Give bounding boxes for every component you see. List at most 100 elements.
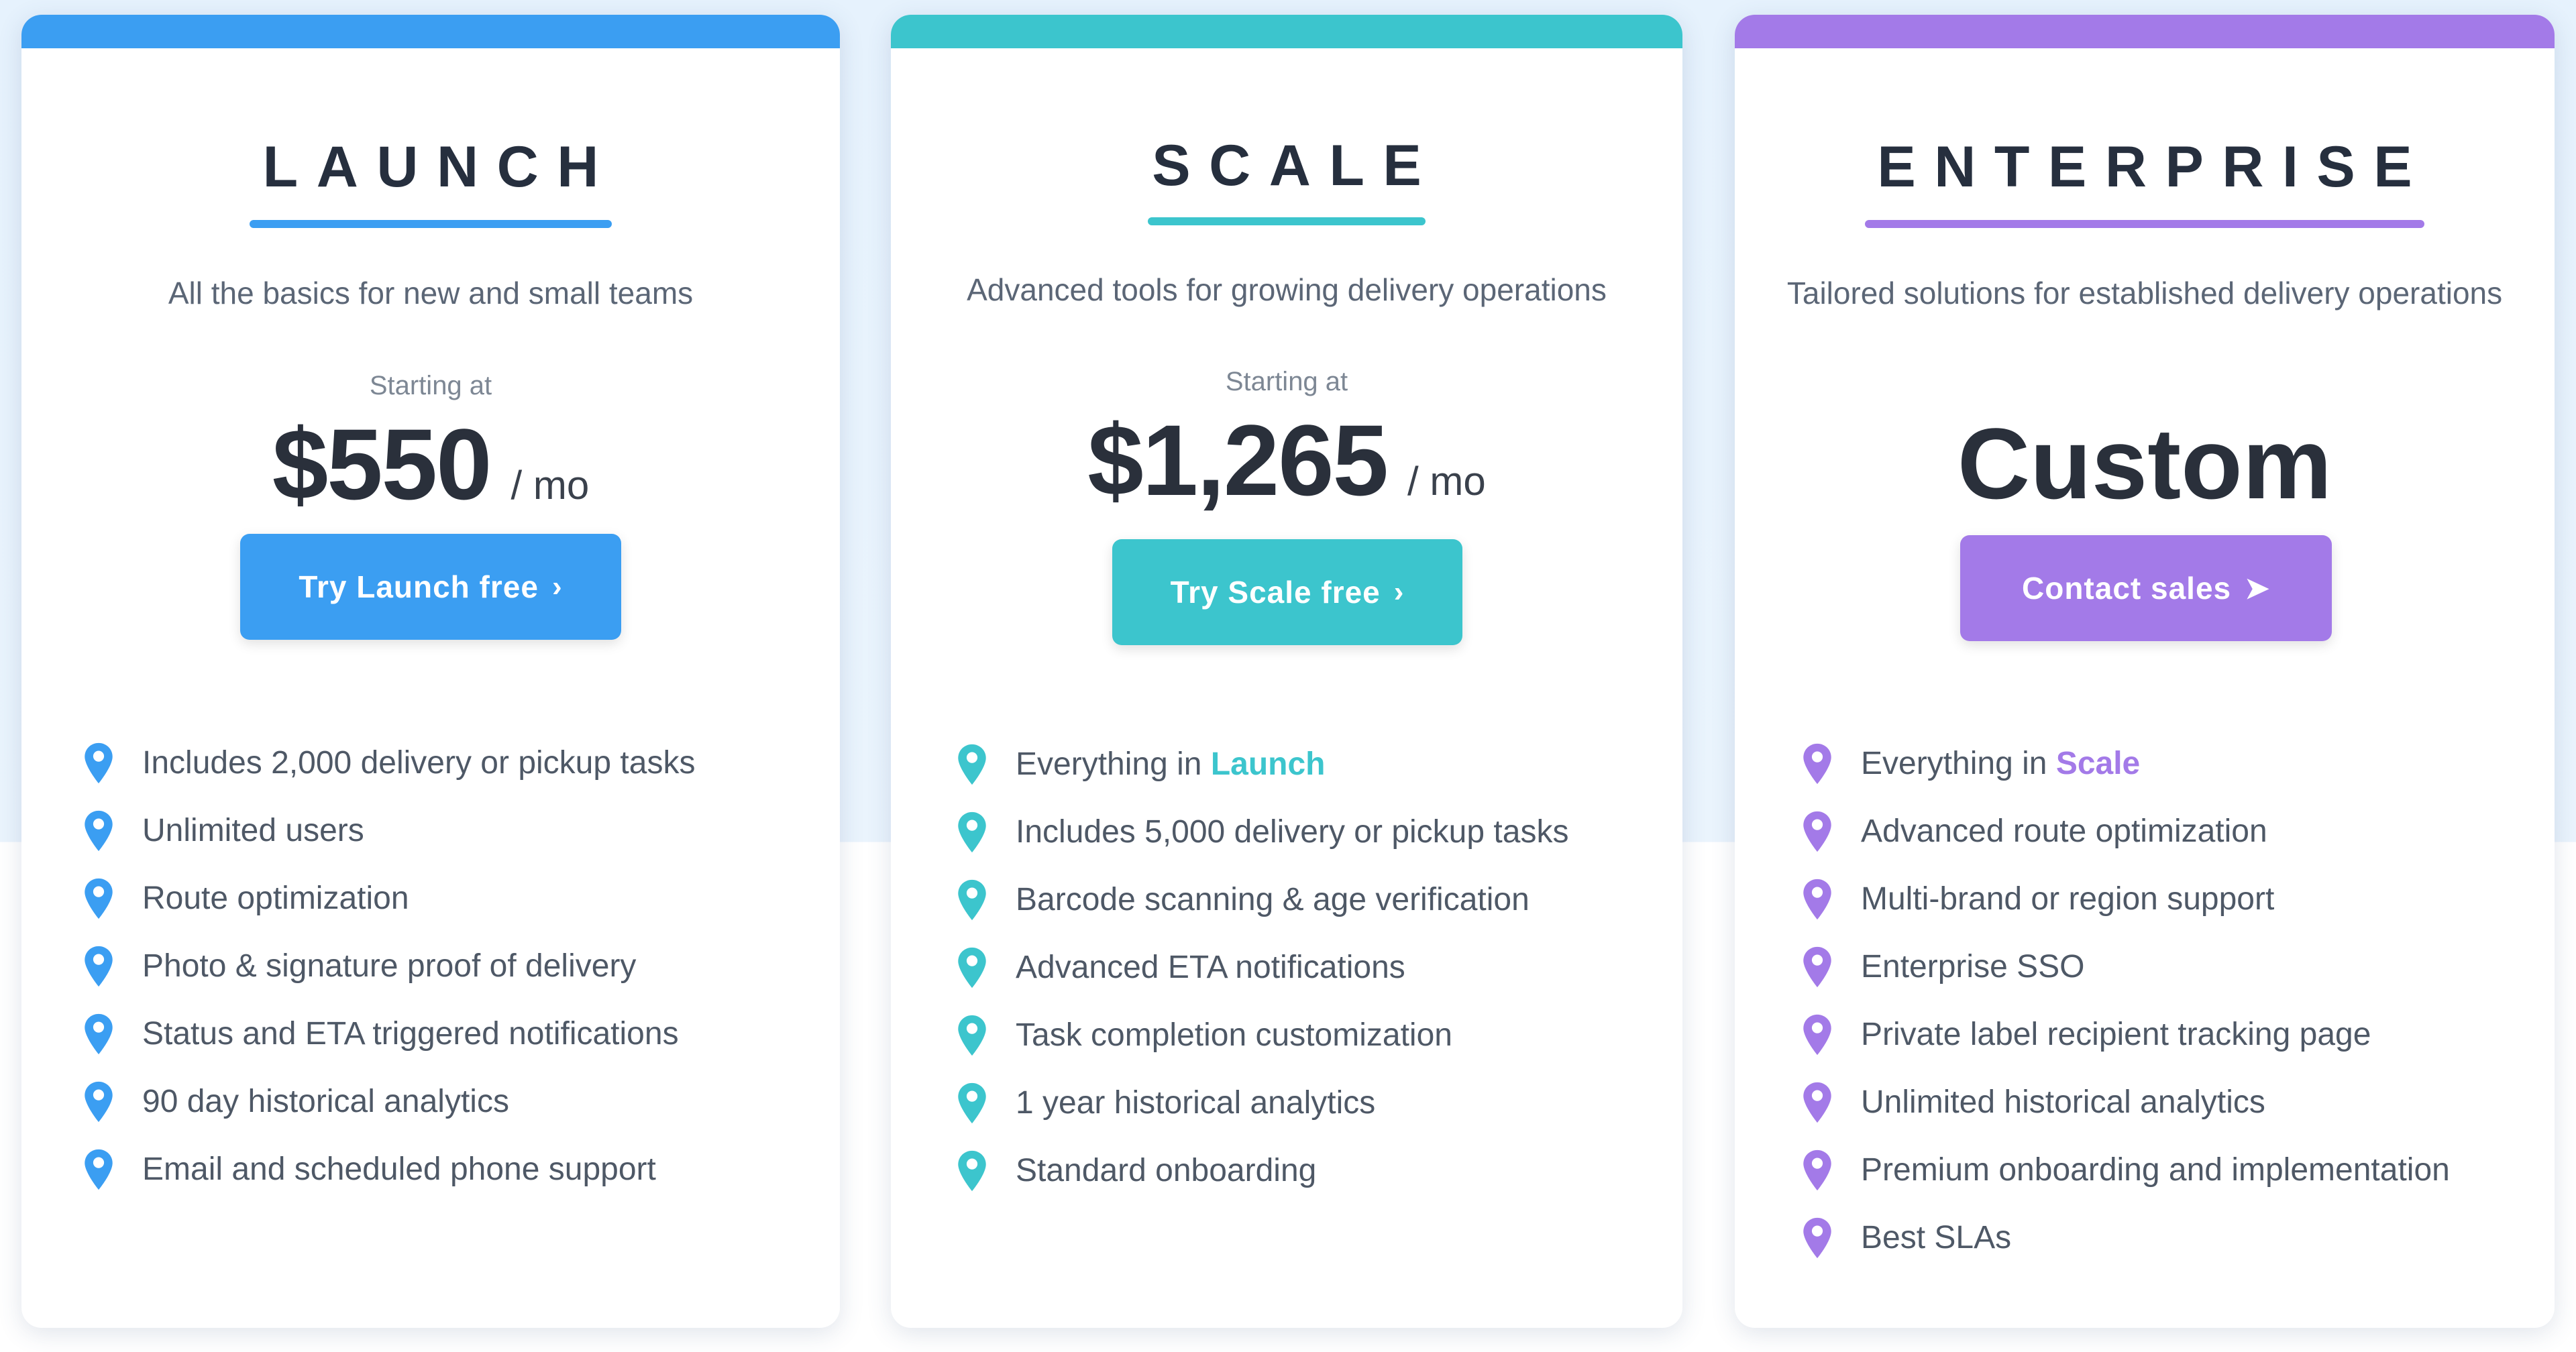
feature-item: Unlimited historical analytics [1802,1068,2450,1136]
feature-text: Multi-brand or region support [1861,881,2275,917]
feature-text: Unlimited historical analytics [1861,1084,2265,1120]
map-pin-icon [83,1013,142,1056]
map-pin-icon [957,946,1016,989]
feature-text: Route optimization [142,881,409,916]
map-pin-icon [83,877,142,920]
map-pin-icon [83,1148,142,1191]
map-pin-icon [1802,878,1861,921]
map-pin-icon [83,945,142,988]
map-pin-icon [957,879,1016,921]
feature-text: Enterprise SSO [1861,949,2085,984]
plan-accent-bar [1735,15,2555,48]
feature-item: Includes 5,000 delivery or pickup tasks [957,798,1568,866]
map-pin-icon [1802,1217,1861,1259]
title-underline [1865,220,2424,228]
feature-text: Includes 5,000 delivery or pickup tasks [1016,814,1569,850]
cta-label: Try Launch free [299,569,539,604]
feature-text: Barcode scanning & age verification [1016,882,1529,917]
map-pin-icon [1802,1081,1861,1124]
plan-tagline: Advanced tools for growing delivery oper… [967,272,1607,307]
map-pin-icon [957,1014,1016,1057]
feature-item: Premium onboarding and implementation [1802,1136,2450,1204]
feature-text: Includes 2,000 delivery or pickup tasks [142,745,696,781]
feature-item: Multi-brand or region support [1802,865,2450,933]
map-pin-icon [957,811,1016,854]
price-amount: $550 [272,408,492,520]
feature-item: Everything in Scale [1802,730,2450,797]
plan-tagline: Tailored solutions for established deliv… [1786,276,2503,311]
cta-label: Contact sales [2022,571,2232,606]
feature-text: 90 day historical analytics [142,1084,509,1119]
price-custom: Custom [1957,407,2332,520]
feature-text: Email and scheduled phone support [142,1151,656,1187]
feature-text: Private label recipient tracking page [1861,1017,2371,1052]
feature-text: Premium onboarding and implementation [1861,1152,2450,1188]
starting-at-label: Starting at [1225,367,1348,396]
map-pin-icon [957,1082,1016,1125]
feature-text: Advanced route optimization [1861,813,2267,849]
feature-item: Email and scheduled phone support [83,1135,695,1203]
feature-item: Best SLAs [1802,1204,2450,1272]
feature-text: Status and ETA triggered notifications [142,1016,679,1052]
plan-accent-bar [21,15,840,48]
feature-item: Unlimited users [83,797,695,864]
map-pin-icon [83,809,142,852]
feature-text: Task completion customization [1016,1017,1452,1053]
feature-item: Private label recipient tracking page [1802,1001,2450,1068]
try-launch-free-button[interactable]: Try Launch free › [240,534,621,640]
previous-plan-link[interactable]: Launch [1210,746,1326,782]
feature-item: Advanced ETA notifications [957,934,1568,1001]
feature-item: Status and ETA triggered notifications [83,1000,695,1068]
price: $550 / mo [21,410,840,550]
send-arrow-icon: ➤ [2245,571,2270,605]
chevron-right-icon: › [1393,575,1405,608]
feature-text: Photo & signature proof of delivery [142,948,637,984]
feature-item: Advanced route optimization [1802,797,2450,865]
plan-title: LAUNCH [262,135,617,199]
feature-item: Everything in Launch [957,730,1568,798]
map-pin-icon [83,1080,142,1123]
plan-title: SCALE [1152,133,1440,198]
feature-item: Barcode scanning & age verification [957,866,1568,934]
chevron-right-icon: › [551,570,563,603]
plan-tagline: All the basics for new and small teams [168,276,694,311]
feature-text: Everything in [1016,746,1211,782]
price-amount: $1,265 [1087,404,1389,516]
map-pin-icon [957,743,1016,786]
plan-card-launch: LAUNCH All the basics for new and small … [21,15,840,1328]
contact-sales-button[interactable]: Contact sales ➤ [1960,535,2332,641]
previous-plan-link[interactable]: Scale [2055,746,2141,781]
feature-text: Standard onboarding [1016,1153,1317,1188]
feature-item: Photo & signature proof of delivery [83,932,695,1000]
title-underline [1148,217,1426,225]
feature-item: 1 year historical analytics [957,1069,1568,1137]
feature-text: Everything in [1861,746,2056,781]
feature-item: Route optimization [83,864,695,932]
price-period: / mo [511,463,590,508]
plan-card-enterprise: ENTERPRISE Tailored solutions for establ… [1735,15,2555,1328]
price: $1,265 / mo [891,406,1682,546]
feature-text: Unlimited users [142,813,364,848]
feature-list: Everything in Scale Advanced route optimi… [1802,730,2450,1272]
price-period: / mo [1407,459,1486,504]
starting-at-label: Starting at [369,371,492,400]
title-underline [250,220,612,228]
feature-list: Includes 2,000 delivery or pickup tasks U… [83,729,695,1203]
feature-text: 1 year historical analytics [1016,1085,1376,1121]
feature-item: Task completion customization [957,1001,1568,1069]
feature-list: Everything in Launch Includes 5,000 deliv… [957,730,1568,1204]
feature-item: Includes 2,000 delivery or pickup tasks [83,729,695,797]
map-pin-icon [1802,946,1861,989]
map-pin-icon [1802,1013,1861,1056]
try-scale-free-button[interactable]: Try Scale free › [1112,539,1462,645]
map-pin-icon [83,742,142,785]
feature-item: 90 day historical analytics [83,1068,695,1135]
plan-accent-bar [891,15,1682,48]
cta-label: Try Scale free [1170,575,1381,610]
feature-item: Standard onboarding [957,1137,1568,1204]
feature-text: Advanced ETA notifications [1016,950,1405,985]
map-pin-icon [1802,742,1861,785]
plan-title: ENTERPRISE [1877,135,2431,199]
map-pin-icon [1802,810,1861,853]
map-pin-icon [1802,1149,1861,1192]
